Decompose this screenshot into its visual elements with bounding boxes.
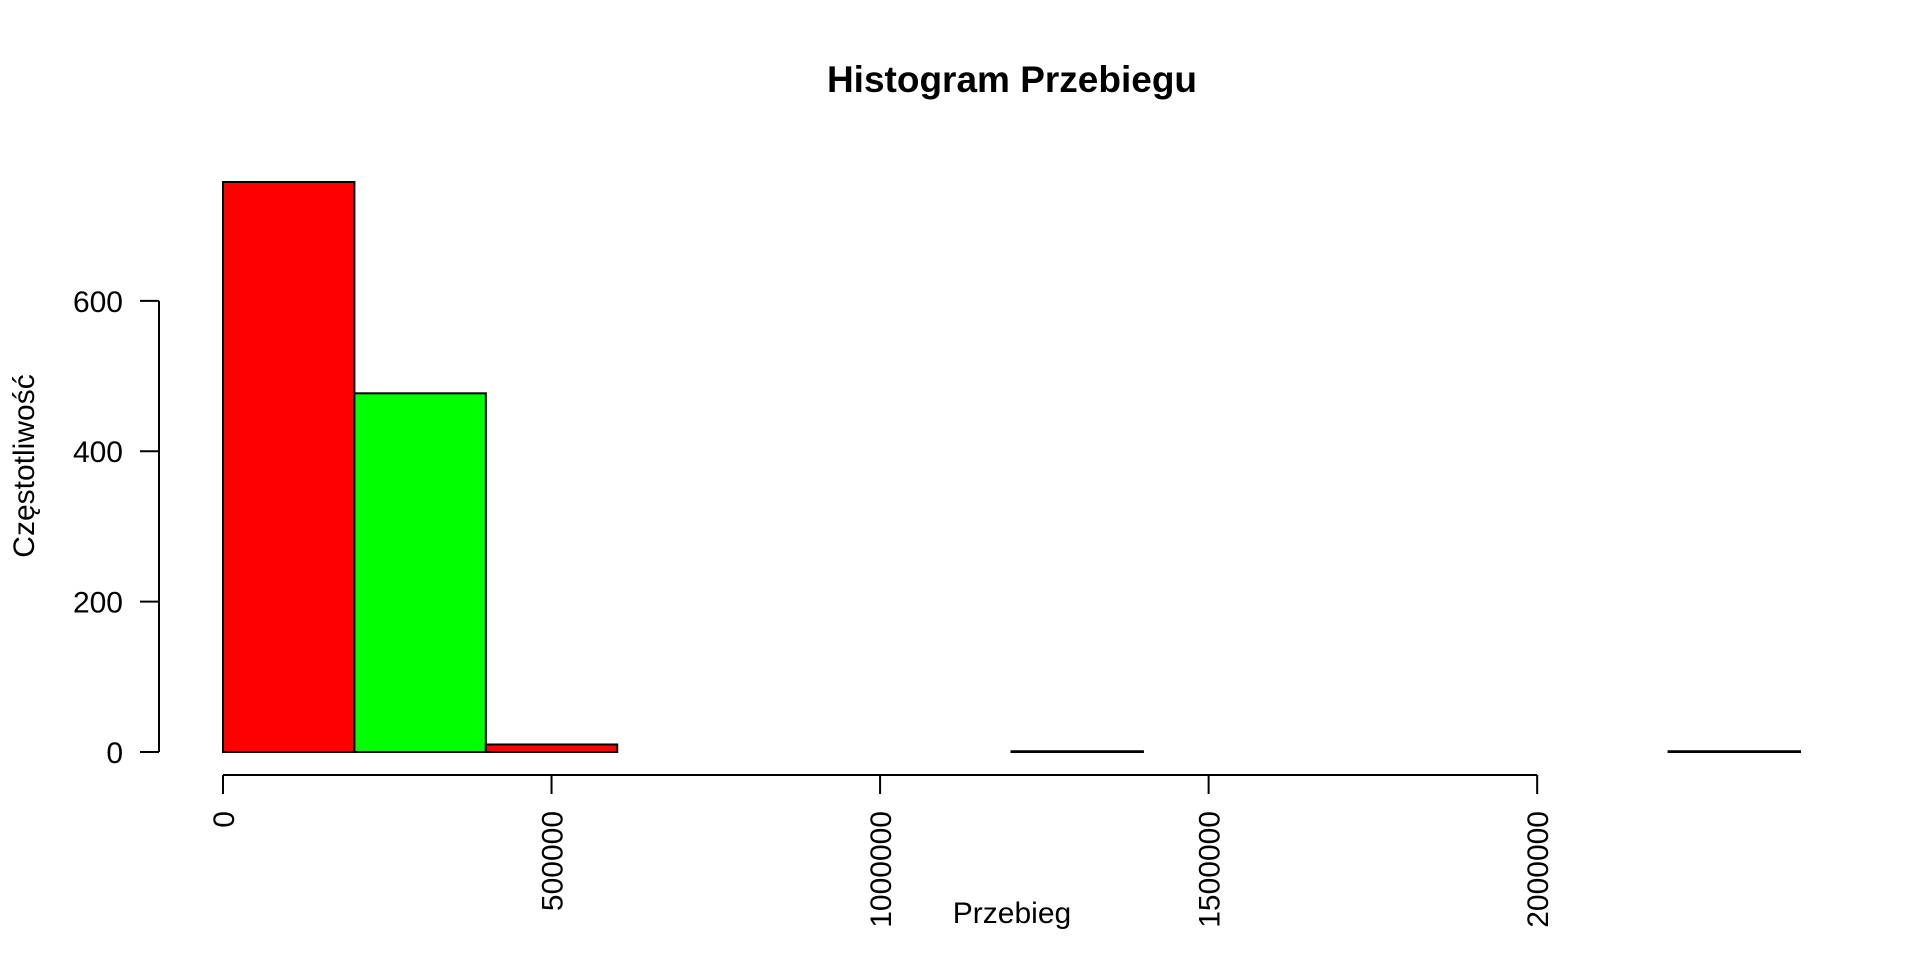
y-tick-label: 0 [106,737,123,770]
y-axis-label: Częstotliwość [8,374,41,557]
histogram-bar [1010,750,1144,754]
chart-title: Histogram Przebiegu [827,59,1197,100]
histogram-bar [353,392,487,753]
x-tick-label: 1000000 [865,811,898,928]
x-tick-label: 500000 [537,811,570,911]
y-tick-label: 600 [73,286,123,319]
x-axis: 0 500000 1000000 1500000 2000000 [208,774,1555,928]
histogram-bar [1667,750,1802,754]
x-tick-label: 1500000 [1194,811,1227,928]
y-tick-label: 200 [73,587,123,620]
x-tick-label: 0 [208,811,241,828]
y-axis: 0 200 400 600 [73,286,160,770]
histogram-bars [222,181,1802,754]
histogram-bar [484,743,619,754]
y-tick-label: 400 [73,436,123,469]
x-tick-label: 2000000 [1522,811,1555,928]
histogram-bar [222,181,356,753]
x-axis-label: Przebieg [953,897,1071,930]
